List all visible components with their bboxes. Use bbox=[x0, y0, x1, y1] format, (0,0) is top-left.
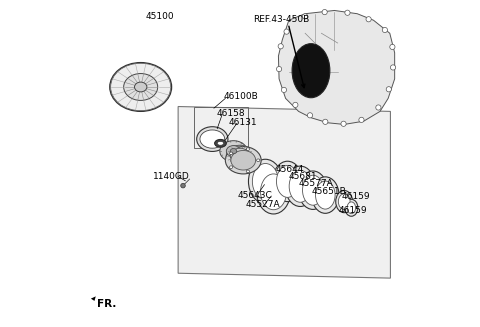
Ellipse shape bbox=[289, 170, 312, 202]
Ellipse shape bbox=[225, 146, 261, 174]
Ellipse shape bbox=[278, 44, 283, 49]
Ellipse shape bbox=[134, 82, 147, 92]
Ellipse shape bbox=[217, 141, 224, 145]
Ellipse shape bbox=[231, 150, 256, 170]
Ellipse shape bbox=[281, 87, 287, 93]
Ellipse shape bbox=[215, 139, 227, 147]
Ellipse shape bbox=[345, 10, 350, 15]
Text: FR.: FR. bbox=[97, 299, 116, 308]
Ellipse shape bbox=[110, 62, 172, 112]
Text: 1140GD: 1140GD bbox=[153, 172, 190, 181]
Ellipse shape bbox=[273, 161, 302, 202]
Ellipse shape bbox=[312, 177, 339, 213]
Polygon shape bbox=[278, 10, 395, 125]
Ellipse shape bbox=[293, 102, 298, 108]
Ellipse shape bbox=[284, 29, 289, 34]
Polygon shape bbox=[178, 107, 390, 278]
Ellipse shape bbox=[229, 166, 233, 168]
Ellipse shape bbox=[220, 141, 247, 162]
Ellipse shape bbox=[347, 202, 356, 214]
Ellipse shape bbox=[341, 121, 346, 126]
Ellipse shape bbox=[181, 183, 185, 188]
Ellipse shape bbox=[386, 87, 391, 92]
Ellipse shape bbox=[257, 170, 290, 214]
Ellipse shape bbox=[285, 166, 315, 206]
Ellipse shape bbox=[345, 199, 358, 216]
Text: 46159: 46159 bbox=[339, 206, 368, 215]
Text: REF.43-450B: REF.43-450B bbox=[253, 15, 309, 25]
Text: 45643C: 45643C bbox=[237, 191, 272, 200]
Text: 46158: 46158 bbox=[216, 109, 245, 117]
Ellipse shape bbox=[229, 152, 233, 155]
Ellipse shape bbox=[307, 113, 312, 118]
Ellipse shape bbox=[302, 14, 308, 19]
Ellipse shape bbox=[338, 194, 350, 209]
Ellipse shape bbox=[246, 148, 250, 150]
Text: 45651B: 45651B bbox=[311, 187, 346, 196]
Ellipse shape bbox=[261, 174, 287, 210]
Ellipse shape bbox=[200, 130, 225, 148]
Ellipse shape bbox=[302, 175, 324, 205]
Ellipse shape bbox=[292, 44, 330, 98]
Ellipse shape bbox=[336, 191, 353, 213]
Ellipse shape bbox=[197, 127, 228, 151]
Ellipse shape bbox=[299, 171, 327, 209]
Text: 45681: 45681 bbox=[288, 172, 317, 181]
Text: 45100: 45100 bbox=[146, 12, 175, 21]
Text: 46131: 46131 bbox=[229, 118, 258, 127]
Ellipse shape bbox=[276, 66, 282, 72]
Text: 46100B: 46100B bbox=[224, 92, 258, 101]
Ellipse shape bbox=[390, 44, 395, 49]
Ellipse shape bbox=[252, 164, 278, 199]
Ellipse shape bbox=[315, 181, 335, 209]
Polygon shape bbox=[91, 296, 96, 301]
Ellipse shape bbox=[230, 148, 250, 163]
Ellipse shape bbox=[227, 146, 240, 157]
Ellipse shape bbox=[382, 27, 387, 33]
Ellipse shape bbox=[390, 65, 396, 70]
Text: 45644: 45644 bbox=[276, 164, 304, 174]
Ellipse shape bbox=[230, 148, 237, 154]
Ellipse shape bbox=[257, 159, 260, 162]
Ellipse shape bbox=[323, 119, 328, 125]
Ellipse shape bbox=[249, 159, 282, 203]
Text: 45527A: 45527A bbox=[245, 200, 280, 209]
Ellipse shape bbox=[376, 105, 381, 110]
Ellipse shape bbox=[366, 17, 371, 22]
Text: 46159: 46159 bbox=[341, 192, 370, 200]
Ellipse shape bbox=[276, 165, 299, 198]
Ellipse shape bbox=[246, 170, 250, 173]
Ellipse shape bbox=[322, 9, 327, 15]
Ellipse shape bbox=[359, 117, 364, 123]
Ellipse shape bbox=[124, 74, 158, 100]
Text: 45577A: 45577A bbox=[298, 179, 333, 188]
